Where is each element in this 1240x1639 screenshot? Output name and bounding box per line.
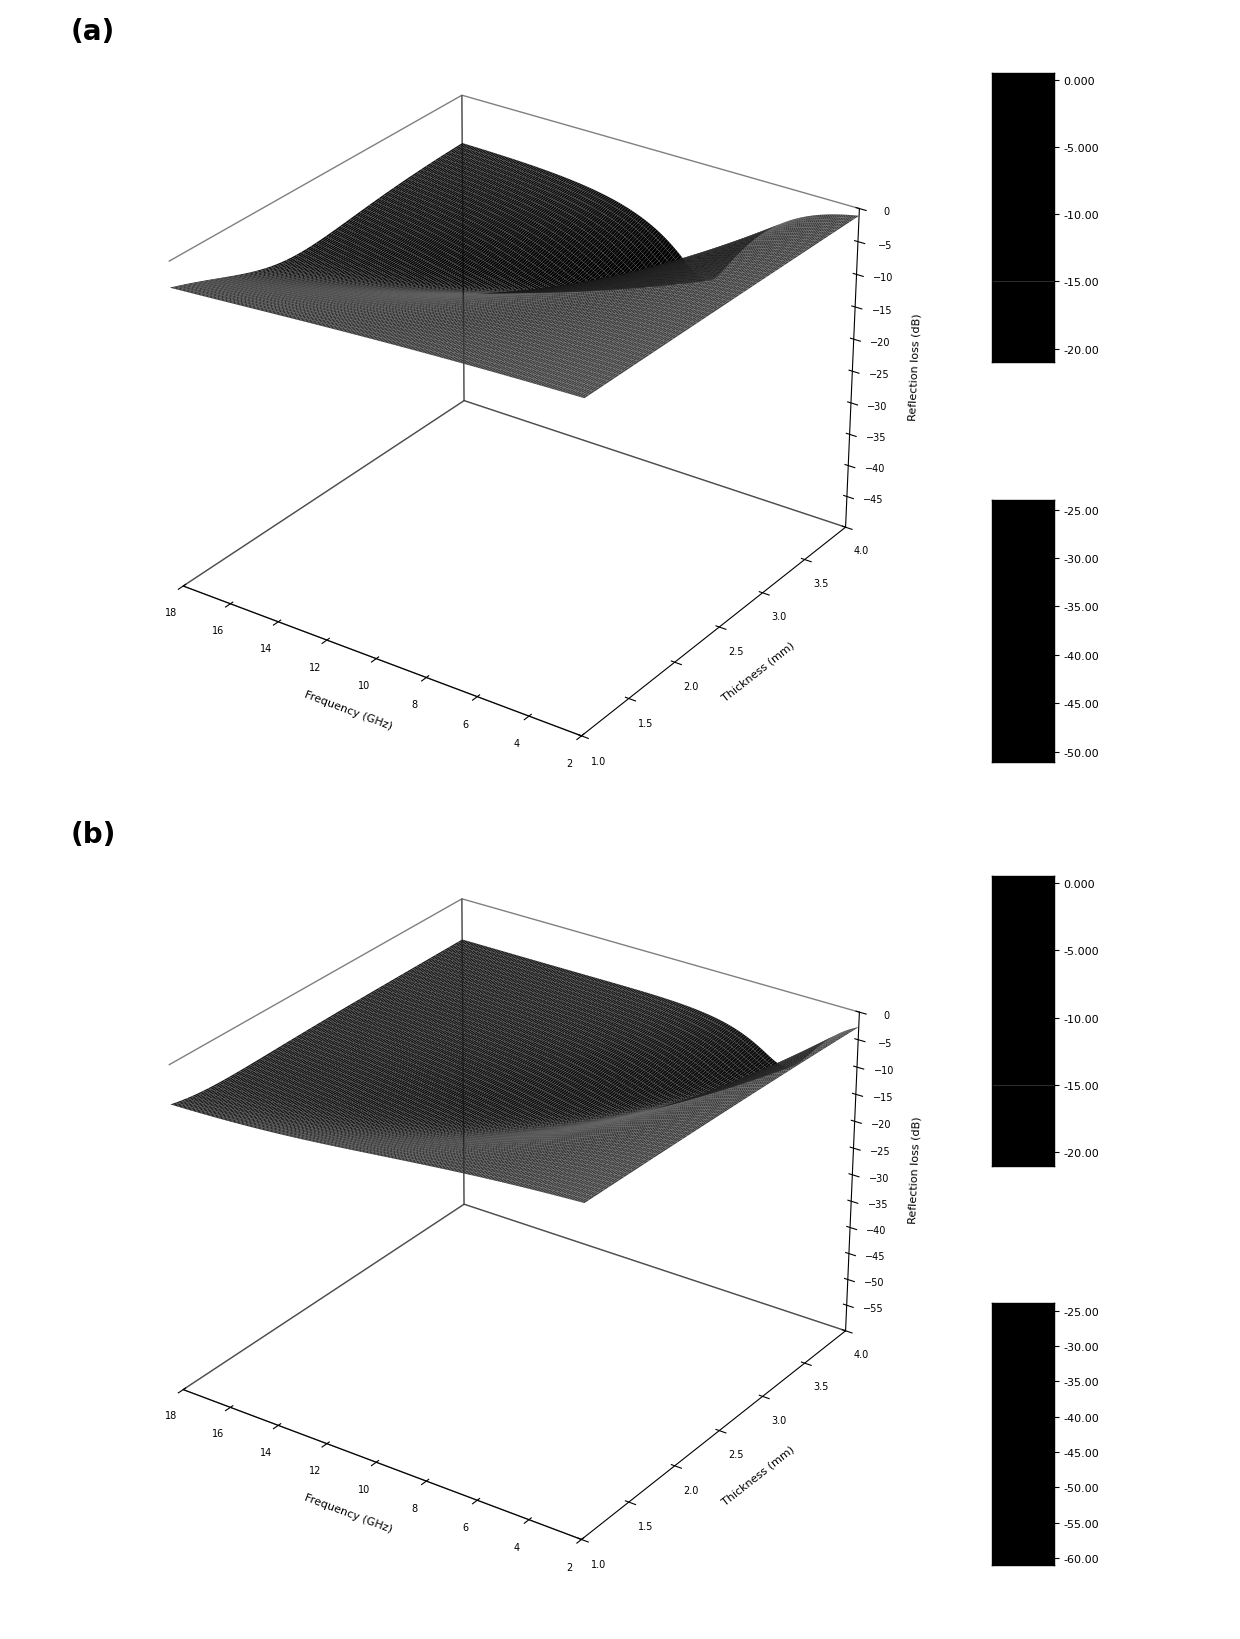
Y-axis label: Thickness (mm): Thickness (mm) bbox=[720, 1444, 796, 1506]
X-axis label: Frequency (GHz): Frequency (GHz) bbox=[303, 1491, 393, 1534]
Text: (a): (a) bbox=[71, 18, 115, 46]
Text: (b): (b) bbox=[71, 821, 117, 849]
Y-axis label: Thickness (mm): Thickness (mm) bbox=[720, 641, 796, 703]
X-axis label: Frequency (GHz): Frequency (GHz) bbox=[303, 688, 393, 731]
